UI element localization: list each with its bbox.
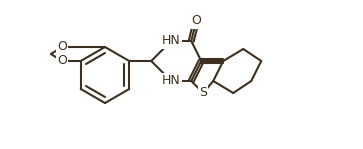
Text: O: O <box>191 14 201 28</box>
Text: S: S <box>199 87 207 100</box>
Text: O: O <box>57 41 67 53</box>
Text: O: O <box>57 55 67 67</box>
Text: HN: HN <box>162 35 181 48</box>
Text: HN: HN <box>162 74 181 87</box>
